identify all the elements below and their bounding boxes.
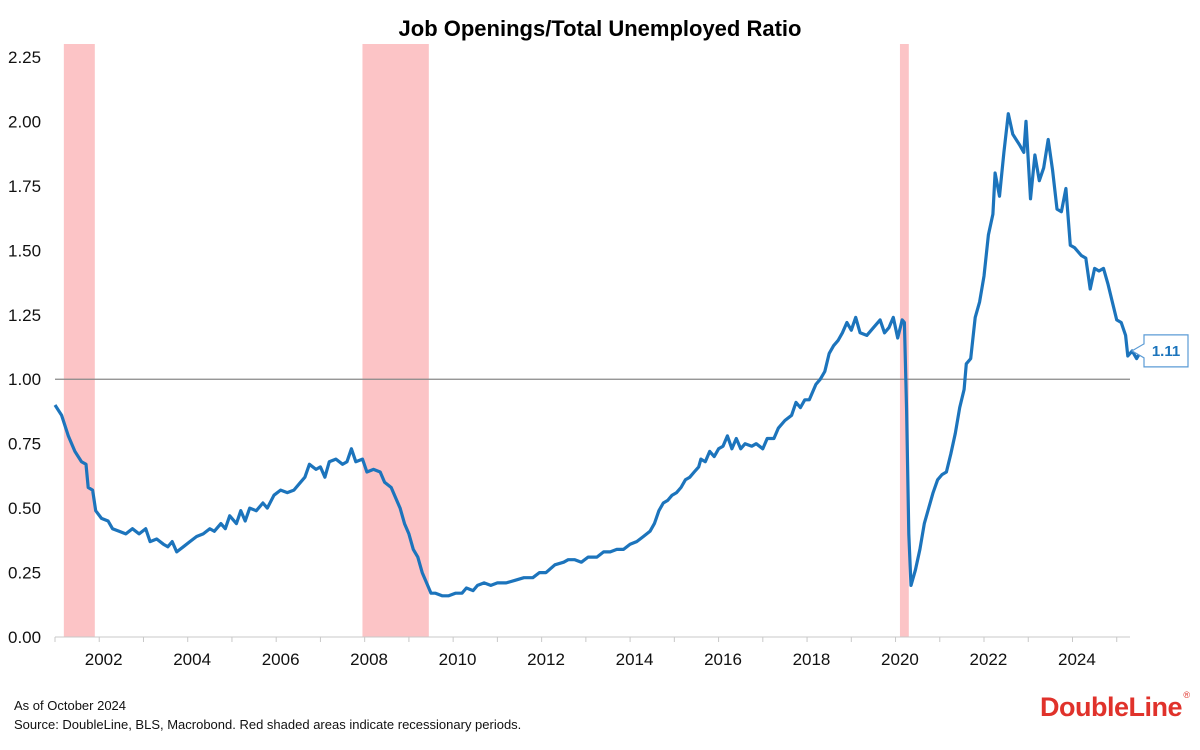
footer-as-of: As of October 2024 — [14, 698, 127, 713]
x-tick-label: 2018 — [793, 650, 831, 669]
y-tick-label: 1.00 — [8, 370, 41, 389]
x-tick-label: 2022 — [970, 650, 1008, 669]
y-tick-label: 0.75 — [8, 435, 41, 454]
recession-band-2 — [362, 44, 429, 637]
footer-source: Source: DoubleLine, BLS, Macrobond. Red … — [14, 717, 522, 732]
y-axis: 0.00 0.25 0.50 0.75 1.00 1.25 1.50 1.75 2.00 2.25 — [8, 48, 41, 647]
y-tick-label: 0.50 — [8, 499, 41, 518]
y-tick-label: 0.00 — [8, 628, 41, 647]
doubleline-logo: DoubleLine — [1040, 692, 1183, 722]
y-tick-label: 2.00 — [8, 112, 41, 131]
recession-band-1 — [63, 44, 95, 637]
x-tick-label: 2006 — [262, 650, 300, 669]
callout-box — [1130, 334, 1189, 368]
last-value-callout: 1.11 — [1130, 334, 1189, 368]
chart-title: Job Openings/Total Unemployed Ratio — [399, 16, 802, 41]
last-value-label: 1.11 — [1152, 343, 1180, 360]
x-tick-label: 2020 — [881, 650, 919, 669]
x-axis: 2002 2004 2006 2008 2010 2012 2014 2016 2018 2020… — [54, 636, 1130, 669]
y-tick-label: 2.25 — [8, 48, 41, 67]
y-tick-label: 1.75 — [8, 177, 41, 196]
y-tick-label: 1.50 — [8, 241, 41, 260]
registered-mark: ® — [1183, 690, 1190, 700]
x-tick-label: 2024 — [1058, 650, 1096, 669]
x-tick-label: 2002 — [85, 650, 123, 669]
series-line — [53, 112, 1143, 598]
x-tick-label: 2014 — [616, 650, 654, 669]
x-tick-label: 2012 — [527, 650, 565, 669]
recession-bands — [63, 44, 909, 637]
x-tick-label: 2016 — [704, 650, 742, 669]
x-tick-label: 2010 — [439, 650, 477, 669]
x-tick-label: 2008 — [350, 650, 388, 669]
y-tick-label: 1.25 — [8, 306, 41, 325]
x-tick-label: 2004 — [173, 650, 211, 669]
y-tick-label: 0.25 — [8, 564, 41, 583]
